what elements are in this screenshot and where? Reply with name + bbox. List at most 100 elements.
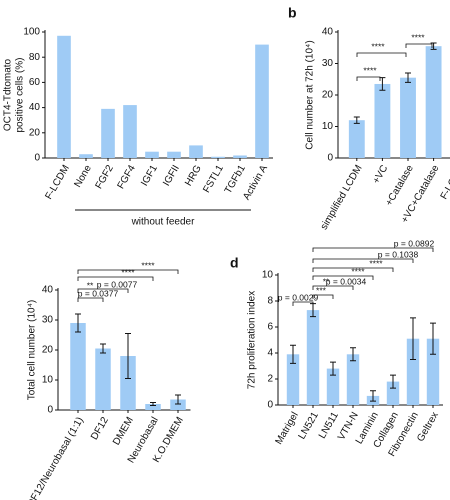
bar bbox=[145, 151, 159, 158]
error-bar bbox=[100, 343, 106, 354]
y-tick-label: 40 bbox=[322, 27, 334, 38]
bar bbox=[101, 108, 115, 158]
y-tick-label: 2 bbox=[267, 374, 273, 385]
bar bbox=[95, 348, 111, 410]
x-tick-label: HRG bbox=[183, 163, 204, 188]
error-bar bbox=[75, 313, 81, 333]
significance-bracket bbox=[356, 76, 381, 81]
error-bar bbox=[410, 317, 416, 360]
significance-bracket bbox=[405, 43, 433, 48]
x-tick-label: IGF1 bbox=[139, 163, 160, 188]
significance-label: **** bbox=[371, 41, 385, 51]
y-tick-label: 8 bbox=[267, 296, 273, 307]
bar bbox=[123, 105, 137, 158]
error-bar bbox=[390, 374, 396, 389]
y-tick-label: 30 bbox=[42, 315, 54, 326]
bar bbox=[426, 338, 440, 405]
significance-bracket bbox=[77, 269, 179, 274]
significance-label: **** bbox=[411, 32, 425, 42]
significance-bracket bbox=[77, 297, 104, 302]
y-axis-label: OCT4-Tdtomato bbox=[3, 58, 14, 131]
bar bbox=[145, 404, 161, 410]
x-tick-label: DMEM bbox=[111, 415, 136, 447]
y-tick-label: 40 bbox=[29, 102, 41, 113]
y-tick-label: 0 bbox=[47, 405, 53, 416]
bar bbox=[170, 399, 186, 410]
x-tick-label: simplified LCDM bbox=[319, 163, 365, 232]
significance-bracket bbox=[77, 288, 129, 293]
x-tick-label: Matrigel bbox=[274, 410, 301, 446]
x-tick-label: DF12/Neurobasal (1:1) bbox=[25, 415, 85, 500]
error-bar bbox=[353, 116, 360, 124]
y-tick-label: 0 bbox=[34, 153, 40, 164]
significance-label: ** bbox=[323, 276, 330, 286]
bar bbox=[70, 323, 86, 410]
y-axis-label: Total cell number (10⁴) bbox=[27, 300, 38, 400]
error-bar bbox=[150, 402, 156, 406]
x-tick-label: IGFII bbox=[161, 163, 182, 188]
x-tick-label: +VC bbox=[371, 163, 390, 186]
bar bbox=[255, 44, 269, 158]
y-tick-label: 0 bbox=[267, 400, 273, 411]
error-bar bbox=[290, 344, 296, 364]
bar bbox=[79, 154, 93, 158]
y-tick-label: 6 bbox=[267, 322, 273, 333]
significance-label: **** bbox=[141, 260, 155, 270]
y-tick-label: 10 bbox=[322, 121, 334, 132]
significance-label: **** bbox=[363, 65, 377, 75]
bar bbox=[346, 354, 360, 405]
significance-label: **** bbox=[369, 258, 383, 268]
significance-bracket bbox=[312, 294, 334, 299]
error-bar bbox=[405, 72, 411, 83]
bar bbox=[306, 310, 320, 405]
error-bar bbox=[430, 42, 437, 50]
significance-bracket bbox=[292, 301, 314, 306]
error-bar bbox=[330, 361, 336, 376]
y-axis-label: positive cells (%) bbox=[15, 57, 26, 132]
significance-bracket bbox=[312, 267, 394, 272]
bar bbox=[233, 155, 247, 158]
significance-label: p = 0.0034 bbox=[326, 276, 367, 286]
bar bbox=[189, 145, 203, 158]
error-bar bbox=[430, 322, 436, 355]
bar bbox=[406, 338, 420, 405]
y-tick-label: 80 bbox=[29, 52, 41, 63]
x-tick-label: None bbox=[72, 163, 94, 190]
y-tick-label: 20 bbox=[42, 345, 54, 356]
x-tick-label: F-LCDM bbox=[43, 163, 71, 201]
error-bar bbox=[350, 347, 356, 362]
panel-letter: b bbox=[288, 5, 297, 21]
group-label: without feeder bbox=[131, 217, 195, 228]
y-tick-label: 4 bbox=[267, 348, 273, 359]
bar bbox=[57, 35, 71, 158]
significance-label: p = 0.0892 bbox=[394, 238, 435, 248]
bar bbox=[400, 77, 416, 158]
y-tick-label: 100 bbox=[23, 27, 40, 38]
y-tick-label: 60 bbox=[29, 77, 41, 88]
y-tick-label: 20 bbox=[29, 127, 41, 138]
error-bar bbox=[175, 394, 181, 405]
significance-label: p = 0.0377 bbox=[78, 288, 119, 298]
y-axis-label: 72h proliferation index bbox=[247, 291, 258, 389]
bar bbox=[386, 381, 400, 405]
y-axis-label: Cell number at 72h (10⁴) bbox=[305, 40, 316, 149]
significance-bracket bbox=[312, 247, 434, 252]
y-tick-label: 40 bbox=[42, 285, 54, 296]
error-bar bbox=[125, 333, 131, 379]
significance-bracket bbox=[312, 275, 374, 280]
significance-label: ** bbox=[87, 280, 94, 290]
significance-label: **** bbox=[351, 266, 365, 276]
x-tick-label: LN521 bbox=[297, 410, 321, 441]
bar bbox=[167, 151, 181, 158]
significance-label: p = 0.0077 bbox=[97, 279, 138, 289]
bar bbox=[425, 46, 442, 158]
bar bbox=[374, 83, 391, 158]
y-tick-label: 30 bbox=[322, 58, 334, 69]
bar bbox=[286, 354, 300, 405]
significance-bracket bbox=[312, 258, 414, 263]
significance-label: *** bbox=[316, 285, 327, 295]
significance-label: p = 0.1038 bbox=[378, 249, 419, 259]
significance-bracket bbox=[312, 285, 354, 290]
significance-label: p = 0.0029 bbox=[278, 292, 319, 302]
y-tick-label: 20 bbox=[322, 90, 334, 101]
